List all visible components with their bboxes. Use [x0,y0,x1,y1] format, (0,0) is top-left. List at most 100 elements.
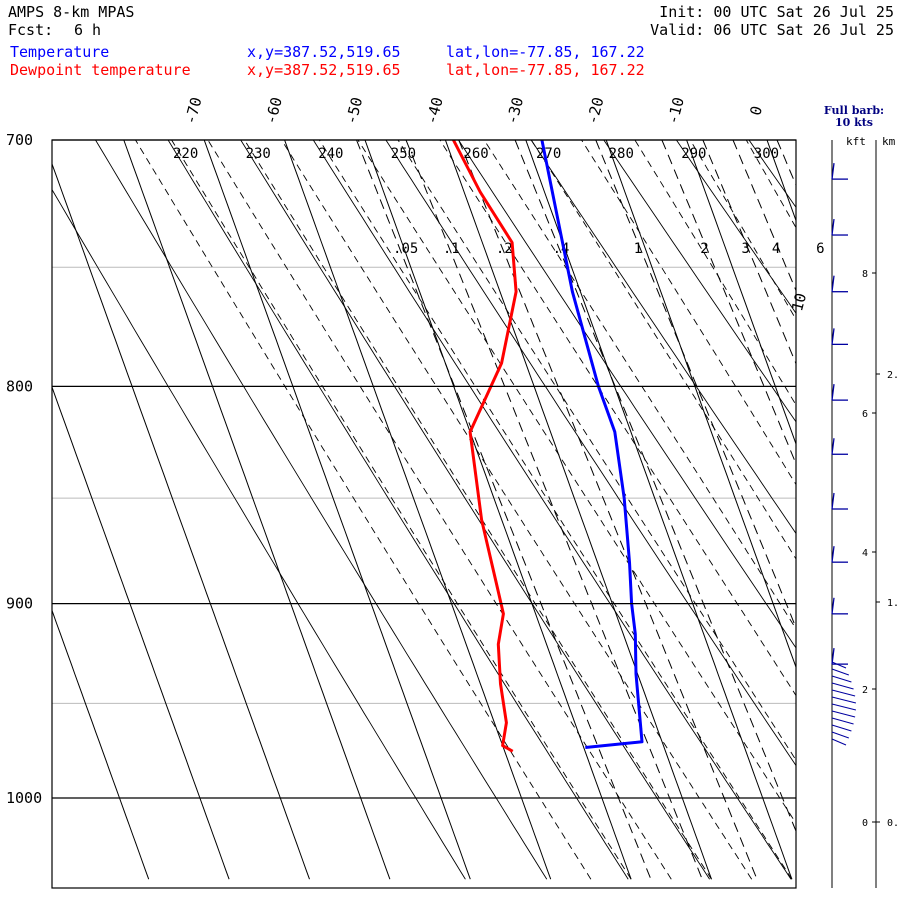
low-level-wind-barb [831,724,852,732]
isotherm [52,162,310,880]
wind-barb [831,328,848,346]
wind-barb [831,163,848,180]
kft-tick-label-2: 4 [862,548,868,559]
isotherm [605,140,796,669]
low-level-wind-barb [831,731,849,739]
wind-barb-flag [831,492,835,510]
dry-adiabat-label-4: 260 [463,146,488,162]
wind-barb-flag [831,384,835,401]
temperature-tick-label-4: -30 [503,95,527,126]
wind-barb-flag [831,218,835,236]
isotherm [203,140,471,880]
mixing-ratio-line [702,140,796,365]
dry-adiabat-label-2: 240 [318,146,343,162]
temperature-tick-label-0: -70 [181,95,205,126]
wind-barb-flag [831,648,835,665]
low-level-wind-barb [831,696,857,704]
isotherm [525,140,793,880]
moist-adiabat [134,140,592,880]
moist-adiabat [357,140,796,825]
wind-barb-flag [831,438,835,455]
temperature-tick-label-1: -60 [262,95,286,126]
legend-temperature-latlon: lat,lon=-77.85, 167.22 [446,43,645,61]
chart-header: AMPS 8-km MPAS Fcst: 6 h Init: 00 UTC Sa… [0,0,900,84]
temperature-tick-label-7: 0 [746,104,766,117]
mixing-ratio-label-2: .2 [496,241,513,257]
dry-adiabat-label-7: 290 [681,146,706,162]
dry-adiabat [675,140,796,314]
forecast-hour: 6 h [74,21,102,39]
temperature-tick-label-3: -40 [422,95,446,126]
wind-barb [831,546,848,563]
km-label: km [882,135,896,148]
dry-adiabat [530,140,796,535]
mixing-ratio-label-4: 1 [634,241,642,257]
low-level-wind-barb [831,710,856,718]
dry-adiabat [748,140,796,209]
moist-adiabat [318,140,793,880]
mixing-ratio-line [405,140,703,880]
dry-adiabat [603,140,796,423]
mixing-ratio-label-1: .1 [443,241,460,257]
wind-barb [831,275,848,293]
dry-adiabat [52,188,466,880]
isotherm [847,140,900,879]
low-level-wind-barb [831,668,849,676]
valid-value: 06 UTC Sat 26 Jul 25 [713,21,894,39]
kft-tick-label-1: 6 [862,409,868,420]
temperature-tick-label-5: -20 [583,95,607,126]
km-tick-label-1: 1. [887,598,899,609]
mixing-ratio-label-3: .4 [553,241,570,257]
plot-border [51,139,797,889]
dewpoint-trace [452,140,518,753]
pressure-tick-label-1: 800 [6,377,33,395]
sounding-traces [452,140,644,753]
wind-barb-panel: Full barb:10 kts kft km 8 6 4 2 0 2. 1. 0. [824,104,899,888]
dry-adiabat-label-0: 220 [173,146,198,162]
moist-adiabat [530,140,796,560]
low-level-wind-barb [831,675,852,683]
legend-dewpoint-xy: x,y=387.52,519.65 [247,61,401,79]
wind-barb [831,648,848,665]
dry-adiabat-label-6: 280 [609,146,634,162]
kft-tick-label-4: 0 [862,818,868,829]
init-label: Init: [659,3,705,21]
isotherm [284,140,552,880]
moist-adiabat [634,140,796,406]
wind-barb [831,218,848,236]
mixing-ratio-line [356,140,652,880]
wind-barb-flag [831,328,835,345]
dry-adiabat [94,140,548,880]
mixing-ratio-line [458,140,758,880]
dry-adiabat-label-1: 230 [246,146,271,162]
temperature-tick-label-8: 10 [788,291,810,313]
kft-tick-label-3: 2 [862,685,868,696]
moist-adiabat [281,140,753,880]
valid-time: Valid: 06 UTC Sat 26 Jul 25 [650,21,894,39]
low-level-wind-barb [831,682,854,690]
isotherm [364,140,632,880]
moist-adiabat [745,140,796,229]
mixing-ratio-label-7: 4 [772,241,780,257]
wind-barb [831,597,848,615]
isotherm [52,385,230,880]
init-time: Init: 00 UTC Sat 26 Jul 25 [659,3,894,21]
wind-barb [831,492,848,510]
kft-tick-label-0: 8 [862,269,868,280]
dry-adiabat [457,140,796,649]
isotherm [52,609,150,880]
barb-key-line1: Full barb: [824,104,884,117]
dry-adiabat [312,140,792,880]
isotherm [686,140,796,446]
low-level-wind-barb [831,717,854,725]
isotherm [123,140,391,880]
legend-dewpoint-latlon: lat,lon=-77.85, 167.22 [446,61,645,79]
temperature-trace [540,140,644,749]
dry-adiabat [385,140,796,767]
skew-t-grid [52,140,900,880]
low-level-wind-barb [831,738,847,746]
km-tick-label-0: 2. [887,370,899,381]
moist-adiabat [171,140,632,880]
wind-barb-flag [831,597,835,614]
wind-barb-flag [831,163,835,180]
